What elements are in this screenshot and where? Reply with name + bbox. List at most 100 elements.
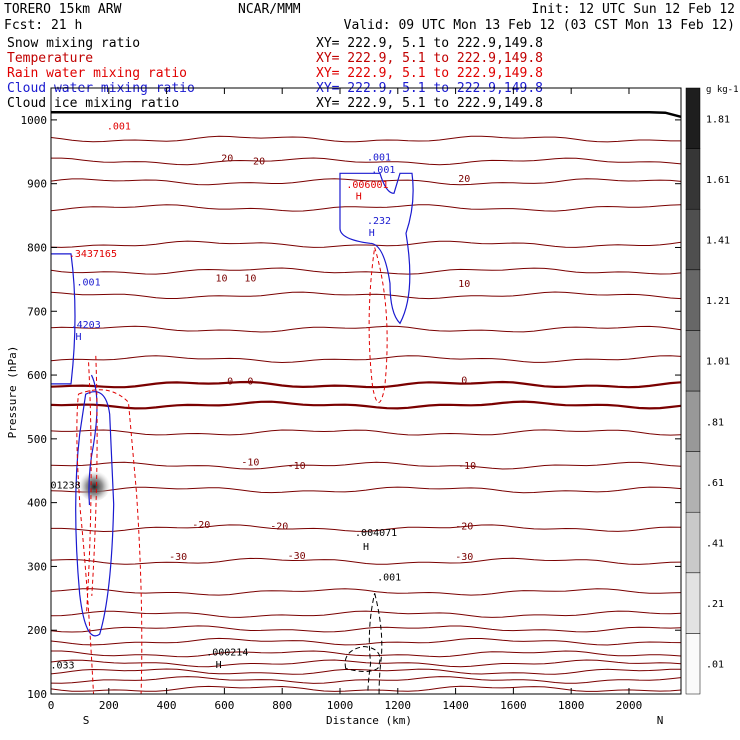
field-name: Snow mixing ratio (7, 36, 140, 51)
isotherm-lines (51, 135, 681, 692)
north-label: N (657, 714, 664, 727)
isotherm-line (51, 685, 681, 692)
cloud-ice-label: .001 (377, 572, 401, 583)
isotherm-line (51, 461, 681, 470)
colorbar-swatch (685, 87, 701, 149)
isotherm-line (51, 325, 681, 333)
y-tick-label: 100 (27, 688, 47, 701)
forecast-hour: Fcst: 21 h (4, 18, 82, 33)
y-tick-label: 1000 (21, 114, 48, 127)
temperature-label: -30 (288, 551, 306, 562)
field-xy: XY= 222.9, 5.1 to 222.9,149.8 (316, 96, 543, 111)
cloud-water-label: .001 (367, 153, 391, 164)
isotherm-line (51, 429, 681, 436)
cloud-water-contour (88, 374, 98, 506)
temperature-label: -10 (458, 461, 476, 472)
colorbar-swatch (685, 572, 701, 634)
cloud-water-contour (339, 172, 414, 325)
field-xy: XY= 222.9, 5.1 to 222.9,149.8 (316, 66, 543, 81)
isotherm-line (51, 291, 681, 300)
colorbar-tick-label: .61 (706, 478, 724, 489)
rain-label: H (356, 192, 362, 203)
temperature-label: -20 (270, 521, 288, 532)
isotherm-line (51, 135, 681, 143)
y-tick-label: 700 (27, 305, 47, 318)
temperature-label: -30 (455, 552, 473, 563)
temperature-label: -20 (455, 521, 473, 532)
y-tick-label: 900 (27, 178, 47, 191)
model-title: TORERO 15km ARW (4, 2, 122, 17)
y-tick-label: 500 (27, 433, 47, 446)
temperature-label: 20 (458, 174, 470, 185)
rain-contour (368, 247, 388, 403)
x-tick-label: 1200 (385, 699, 412, 712)
snow-mixing-plume (78, 469, 111, 502)
plot-frame (50, 87, 682, 695)
cloud-water-label: H (369, 228, 375, 239)
colorbar-tick-label: .01 (706, 660, 724, 671)
field-xy: XY= 222.9, 5.1 to 222.9,149.8 (316, 51, 543, 66)
y-tick-label: 800 (27, 241, 47, 254)
isotherm-line (51, 588, 681, 596)
isotherm-line (51, 178, 681, 186)
colorbar-tick-label: 1.81 (706, 114, 730, 125)
isotherm-line (51, 355, 681, 364)
rain-label: .3437165 (69, 249, 117, 260)
isotherm-line (51, 625, 681, 633)
isotherm-line (51, 610, 681, 618)
field-name: Rain water mixing ratio (7, 66, 187, 81)
x-tick-label: 600 (214, 699, 234, 712)
isotherm-line (51, 240, 681, 248)
south-label: S (83, 714, 90, 727)
institution-label: NCAR/MMM (238, 2, 301, 17)
cloud-ice-label: H (216, 660, 222, 671)
y-tick-label: 200 (27, 624, 47, 637)
x-tick-label: 2000 (616, 699, 643, 712)
temperature-label: 10 (458, 279, 470, 290)
isotherm-line (51, 668, 681, 675)
field-legend: Snow mixing ratio XY= 222.9, 5.1 to 222.… (7, 36, 543, 111)
isotherm-line (51, 204, 681, 212)
field-name: Temperature (7, 51, 93, 66)
x-tick-label: 0 (48, 699, 55, 712)
field-name: Cloud ice mixing ratio (7, 96, 179, 111)
isotherm-line (51, 524, 681, 533)
colorbar-tick-label: 1.41 (706, 236, 730, 247)
colorbar-swatch (685, 390, 701, 452)
rain-label: .006001 (346, 180, 388, 191)
temperature-label: -10 (288, 461, 306, 472)
colorbar-unit: g kg-1 (706, 85, 739, 95)
temperature-label: 20 (253, 157, 265, 168)
temperature-label: 0 (461, 375, 467, 386)
colorbar-swatch (685, 330, 701, 392)
x-tick-label: 1400 (442, 699, 469, 712)
y-tick-label: 400 (27, 497, 47, 510)
temperature-label: 20 (221, 153, 233, 164)
x-tick-label: 400 (157, 699, 177, 712)
rain-contour (76, 389, 143, 694)
x-tick-label: 200 (99, 699, 119, 712)
temperature-label: 10 (215, 273, 227, 284)
isotherm-line (51, 659, 681, 668)
x-axis-label: Distance (km) (326, 714, 412, 727)
temperature-label: -30 (169, 552, 187, 563)
x-tick-label: 1600 (500, 699, 527, 712)
cloud-water-contour (75, 391, 115, 637)
temperature-label: -10 (241, 458, 259, 469)
isotherm-line (51, 267, 681, 275)
temperature-label: 10 (244, 273, 256, 284)
snow-colorbar: .01 .21 .41 .61 .81 1.01 1.21 1.41 1.61 1.81 (685, 87, 730, 695)
cloud-ice-label: H (363, 542, 369, 553)
cloud-water-contour (51, 253, 76, 385)
cloud-ice-label: .033 (51, 660, 75, 671)
cloud-water-label: .001 (77, 278, 101, 289)
isotherm-line (51, 637, 681, 646)
colorbar-tick-label: .41 (706, 539, 724, 550)
cloud-ice-contour (344, 645, 381, 672)
rain-label: .001 (107, 121, 131, 132)
x-tick-label: 1800 (558, 699, 585, 712)
cloud-water-label: H (75, 332, 81, 343)
y-tick-label: 600 (27, 369, 47, 382)
init-time: Init: 12 UTC Sun 12 Feb 12 (532, 2, 736, 17)
